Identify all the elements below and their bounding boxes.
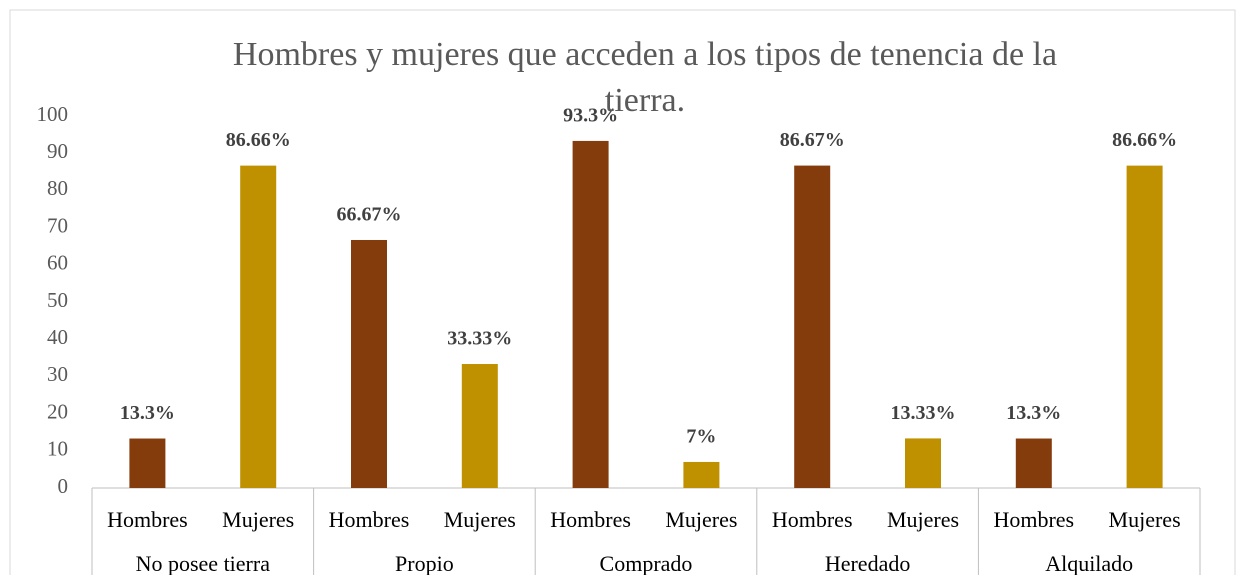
y-tick-label: 100 <box>37 102 69 126</box>
y-tick-label: 20 <box>47 399 68 423</box>
y-tick-label: 40 <box>47 325 68 349</box>
x-tick-label: Mujeres <box>222 507 294 532</box>
x-tick-label: Hombres <box>772 507 853 532</box>
bar <box>351 239 387 488</box>
x-tick-label: Hombres <box>993 507 1074 532</box>
bar <box>1126 165 1163 488</box>
y-tick-label: 70 <box>47 213 68 237</box>
data-label: 86.66% <box>1112 129 1177 151</box>
x-tick-label: Hombres <box>107 507 188 532</box>
data-label: 86.67% <box>780 129 845 151</box>
x-tick-label: Mujeres <box>665 507 737 532</box>
bar <box>1015 438 1052 488</box>
y-tick-label: 30 <box>47 362 68 386</box>
data-label: 13.33% <box>891 402 956 424</box>
bar <box>461 364 498 488</box>
data-label: 93.3% <box>563 105 618 127</box>
bar <box>129 438 166 488</box>
chart-title: Hombres y mujeres que acceden a los tipo… <box>232 36 1058 119</box>
bar <box>794 165 831 489</box>
y-tick-label: 50 <box>47 288 68 312</box>
bar <box>240 165 277 488</box>
y-tick-label: 60 <box>47 251 68 275</box>
x-tick-label: Hombres <box>550 507 631 532</box>
chart-border <box>9 9 1236 575</box>
y-tick-label: 80 <box>47 176 68 200</box>
y-tick-label: 10 <box>47 437 68 461</box>
x-tick-label: Mujeres <box>444 507 516 532</box>
group-label: Heredado <box>825 551 911 575</box>
y-tick-label: 90 <box>47 139 68 163</box>
bar <box>905 438 941 488</box>
x-tick-label: Mujeres <box>887 507 959 532</box>
group-label: Comprado <box>600 551 693 575</box>
y-tick-label: 0 <box>58 474 69 498</box>
x-tick-label: Hombres <box>329 507 410 532</box>
group-label: No posee tierra <box>136 551 271 575</box>
data-label: 86.66% <box>226 129 291 151</box>
data-label: 13.3% <box>120 402 175 424</box>
group-label: Alquilado <box>1045 551 1133 575</box>
x-tick-label: Mujeres <box>1109 507 1181 532</box>
bar <box>683 461 720 488</box>
group-label: Propio <box>395 551 454 575</box>
data-label: 33.33% <box>447 328 512 350</box>
data-label: 66.67% <box>337 204 402 226</box>
data-label: 13.3% <box>1006 402 1061 424</box>
bar <box>572 140 609 488</box>
data-label: 7% <box>686 426 716 448</box>
